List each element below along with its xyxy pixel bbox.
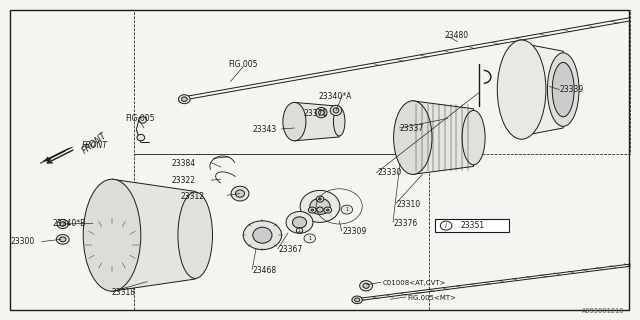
Ellipse shape [60,237,66,242]
Ellipse shape [304,234,316,243]
Text: 23384: 23384 [172,159,196,168]
Text: 1: 1 [346,207,348,212]
Text: FRONT: FRONT [80,131,108,156]
Ellipse shape [300,190,340,222]
Text: 23340*A: 23340*A [319,92,352,100]
Text: C01008<AT,CVT>: C01008<AT,CVT> [383,280,446,286]
Bar [134,10,630,154]
Polygon shape [412,101,474,174]
Text: 23337: 23337 [400,124,424,132]
Text: 23351: 23351 [461,221,485,230]
Ellipse shape [552,62,574,117]
Ellipse shape [308,207,316,213]
Ellipse shape [363,283,369,288]
Ellipse shape [137,134,145,141]
Ellipse shape [253,227,272,243]
Ellipse shape [341,205,353,214]
Text: 23376: 23376 [394,220,418,228]
Bar [134,154,429,310]
Ellipse shape [316,108,327,118]
Polygon shape [294,102,339,141]
Ellipse shape [311,209,314,211]
Ellipse shape [178,192,212,278]
Ellipse shape [296,228,303,233]
Ellipse shape [330,105,342,116]
Ellipse shape [60,222,65,226]
Ellipse shape [462,110,485,165]
Ellipse shape [243,221,282,250]
Ellipse shape [310,198,330,214]
Ellipse shape [333,108,339,113]
Ellipse shape [352,296,362,304]
Ellipse shape [324,207,332,213]
Ellipse shape [317,207,323,212]
Text: 23480: 23480 [445,31,469,40]
Ellipse shape [355,298,360,302]
Text: 23371: 23371 [304,109,328,118]
Text: 23312: 23312 [180,192,205,201]
Text: 23468: 23468 [253,266,277,275]
Text: 23339: 23339 [560,85,584,94]
Text: A093001210: A093001210 [582,308,624,314]
Text: 1: 1 [298,228,301,233]
Text: 23310: 23310 [397,200,421,209]
Ellipse shape [182,97,188,101]
Text: i: i [445,223,447,228]
Ellipse shape [179,95,190,104]
Text: FRONT: FRONT [82,141,108,150]
Ellipse shape [283,102,306,141]
Text: FIG.005: FIG.005 [125,114,154,123]
Text: 23309: 23309 [342,228,367,236]
Polygon shape [521,43,563,136]
Ellipse shape [56,235,69,244]
Text: 23367: 23367 [278,245,303,254]
Text: 23330: 23330 [378,168,402,177]
Ellipse shape [360,281,372,291]
Ellipse shape [57,220,68,228]
Text: 23318: 23318 [112,288,136,297]
Polygon shape [112,179,195,291]
Ellipse shape [394,101,432,174]
Text: FIG.005<MT>: FIG.005<MT> [408,295,457,301]
Text: FIG.005: FIG.005 [228,60,258,68]
Ellipse shape [83,179,141,291]
Ellipse shape [319,198,321,200]
Text: 23343: 23343 [253,125,277,134]
Ellipse shape [231,186,249,201]
Ellipse shape [497,40,546,139]
Text: 23300: 23300 [10,237,35,246]
Ellipse shape [139,117,147,123]
Ellipse shape [292,217,307,228]
Ellipse shape [547,53,579,126]
Ellipse shape [286,212,313,233]
Ellipse shape [326,209,329,211]
Ellipse shape [236,190,244,197]
Text: 23322: 23322 [172,176,196,185]
Text: 23340*B: 23340*B [52,220,86,228]
Ellipse shape [316,196,324,202]
Text: 1: 1 [308,236,311,241]
Ellipse shape [319,110,324,115]
Ellipse shape [333,107,345,136]
Bar [435,219,509,232]
